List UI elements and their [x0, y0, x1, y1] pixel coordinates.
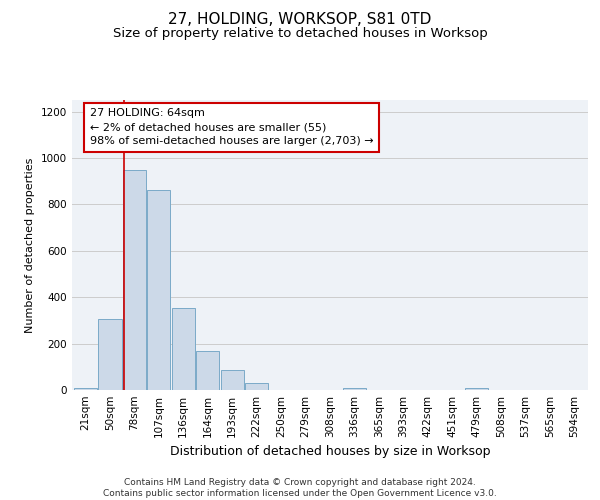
- Bar: [123, 170, 146, 390]
- Bar: [172, 308, 195, 390]
- Bar: [245, 383, 268, 390]
- Bar: [221, 370, 244, 390]
- Bar: [196, 350, 220, 390]
- Bar: [74, 388, 97, 390]
- Text: Size of property relative to detached houses in Worksop: Size of property relative to detached ho…: [113, 28, 487, 40]
- Text: 27 HOLDING: 64sqm
← 2% of detached houses are smaller (55)
98% of semi-detached : 27 HOLDING: 64sqm ← 2% of detached house…: [90, 108, 373, 146]
- Bar: [343, 388, 366, 390]
- Bar: [98, 319, 122, 390]
- Bar: [465, 388, 488, 390]
- Y-axis label: Number of detached properties: Number of detached properties: [25, 158, 35, 332]
- Text: Contains HM Land Registry data © Crown copyright and database right 2024.
Contai: Contains HM Land Registry data © Crown c…: [103, 478, 497, 498]
- Bar: [147, 190, 170, 390]
- X-axis label: Distribution of detached houses by size in Worksop: Distribution of detached houses by size …: [170, 446, 490, 458]
- Text: 27, HOLDING, WORKSOP, S81 0TD: 27, HOLDING, WORKSOP, S81 0TD: [169, 12, 431, 28]
